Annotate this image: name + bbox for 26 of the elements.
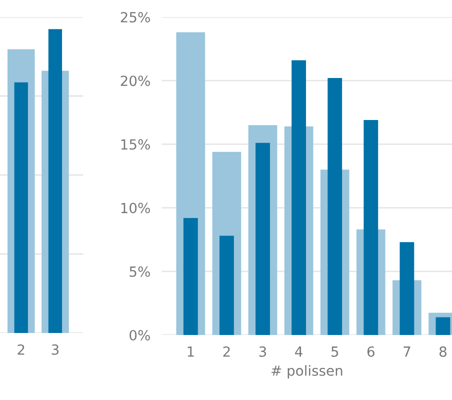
- bar: [183, 218, 198, 335]
- x-tick-label: 4: [295, 346, 302, 357]
- y-tick-label: 20%: [120, 76, 150, 86]
- y-tick-label: 0%: [130, 330, 150, 340]
- x-tick-label: 2: [223, 346, 230, 357]
- bar: [364, 120, 378, 335]
- y-tick-label: 10%: [121, 202, 150, 214]
- bar: [48, 29, 62, 333]
- bar: [400, 242, 414, 335]
- x-axis-title: # polissen: [272, 365, 342, 379]
- bar: [328, 78, 342, 335]
- x-tick-label: 1: [188, 346, 194, 357]
- x-tick-label: 7: [404, 346, 410, 357]
- bar: [292, 60, 306, 335]
- x-tick-label: 2: [18, 344, 24, 355]
- bar: [219, 236, 234, 335]
- bar: [14, 82, 28, 333]
- x-tick-label: 5: [332, 346, 338, 357]
- y-tick-label: 5%: [130, 266, 150, 277]
- bar: [256, 142, 270, 335]
- y-tick-label: 25%: [120, 12, 150, 22]
- x-tick-label: 3: [52, 344, 59, 355]
- x-tick-label: 3: [259, 346, 266, 357]
- y-tick-label: 15%: [121, 139, 150, 150]
- x-tick-label: 8: [440, 346, 446, 357]
- x-tick-label: 6: [367, 346, 374, 357]
